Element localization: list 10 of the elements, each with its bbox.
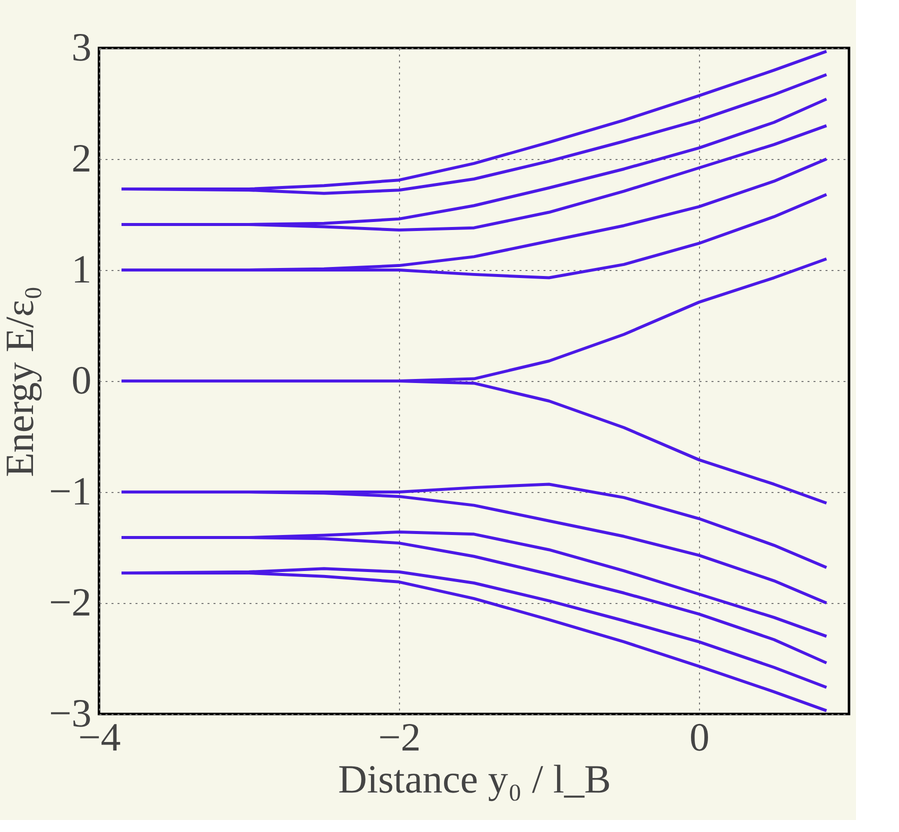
x-tick-label: 0 [690, 714, 710, 760]
x-axis-title: Distance y₀ / l_B [338, 756, 611, 802]
y-tick-label: 1 [72, 246, 92, 292]
y-axis-title: Energy E/ε₀ [0, 286, 42, 478]
y-tick-label: 3 [72, 24, 92, 70]
y-tick-label: 2 [72, 136, 92, 180]
y-tick-label: −2 [48, 580, 92, 624]
y-tick-label: −1 [48, 468, 92, 514]
y-tick-label: 0 [72, 358, 92, 402]
x-tick-label: −2 [378, 714, 421, 760]
